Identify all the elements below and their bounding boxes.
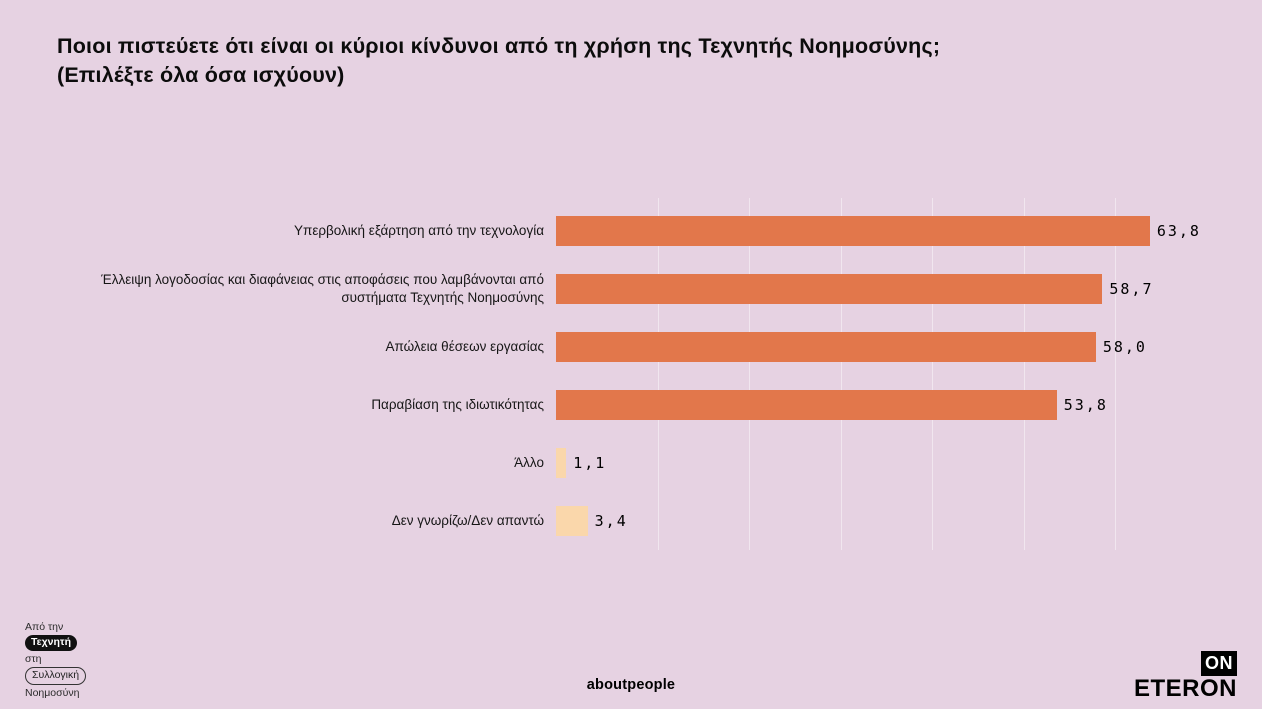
bar-value-label: 3,4: [594, 512, 628, 530]
bar: [556, 332, 1096, 362]
gridline: [932, 198, 934, 550]
eteron-logo: ON ETERON: [1133, 650, 1237, 702]
bar-plot: 63,8: [556, 202, 1199, 260]
category-label: Άλλο: [514, 454, 544, 470]
bar-row: Δεν γνωρίζω/Δεν απαντώ 3,4: [56, 492, 1161, 550]
bar-plot: 53,8: [556, 376, 1161, 434]
bar-row: Έλλειψη λογοδοσίας και διαφάνειας στις α…: [56, 260, 1161, 318]
gridline: [840, 198, 842, 550]
eteron-wordmark: ETERON: [1133, 674, 1237, 702]
bar: [556, 448, 567, 478]
eteron-on-badge: ON: [1201, 650, 1237, 676]
brand-left-logo: Από την Τεχνητή στη Συλλογική Νοημοσύνη: [25, 620, 87, 701]
aboutpeople-logo: aboutpeople: [586, 677, 676, 693]
brand-line: Νοημοσύνη: [25, 686, 80, 699]
category-label: Δεν γνωρίζω/Δεν απαντώ: [391, 512, 544, 528]
bar-row: Υπερβολική εξάρτηση από την τεχνολογία 6…: [56, 202, 1199, 260]
category-label: Απώλεια θέσεων εργασίας: [385, 338, 544, 354]
bar-row: Παραβίαση της ιδιωτικότητας 53,8: [56, 376, 1161, 434]
bar-plot: 1,1: [556, 434, 1161, 492]
brand-line: Συλλογική: [25, 667, 87, 685]
brand-line: στη: [25, 652, 42, 665]
gridline: [749, 198, 751, 550]
bar-chart: Υπερβολική εξάρτηση από την τεχνολογία 6…: [56, 202, 1199, 550]
bar: [556, 216, 1150, 246]
chart-gridlines: [566, 198, 1161, 550]
brand-pill-dark: Τεχνητή: [25, 635, 78, 651]
bar-plot: 3,4: [556, 492, 1161, 550]
chart-title: Ποιοι πιστεύετε ότι είναι οι κύριοι κίνδ…: [57, 32, 1137, 89]
bar: [556, 390, 1057, 420]
bar-row: Απώλεια θέσεων εργασίας 58,0: [56, 318, 1161, 376]
category-label: Παραβίαση της ιδιωτικότητας: [371, 396, 544, 412]
bar: [556, 506, 588, 536]
category-label: Έλλειψη λογοδοσίας και διαφάνειας στις α…: [101, 271, 544, 305]
brand-pill-outline: Συλλογική: [25, 667, 87, 685]
bar-value-label: 53,8: [1063, 396, 1108, 414]
bar-plot: 58,0: [556, 318, 1161, 376]
bar-value-label: 1,1: [573, 454, 607, 472]
bar-row: Άλλο 1,1: [56, 434, 1161, 492]
bar: [556, 274, 1103, 304]
brand-line: Από την: [25, 620, 64, 633]
chart-title-line2: (Επιλέξτε όλα όσα ισχύουν): [57, 62, 345, 87]
gridline: [657, 198, 659, 550]
bar-value-label: 58,0: [1102, 338, 1147, 356]
gridline: [1115, 198, 1117, 550]
bar-value-label: 58,7: [1109, 280, 1154, 298]
bar-plot: 58,7: [556, 260, 1161, 318]
gridline: [1023, 198, 1025, 550]
brand-line: Τεχνητή: [25, 635, 86, 651]
category-label: Υπερβολική εξάρτηση από την τεχνολογία: [294, 222, 544, 238]
chart-title-line1: Ποιοι πιστεύετε ότι είναι οι κύριοι κίνδ…: [57, 34, 941, 58]
bar-value-label: 63,8: [1156, 222, 1201, 240]
